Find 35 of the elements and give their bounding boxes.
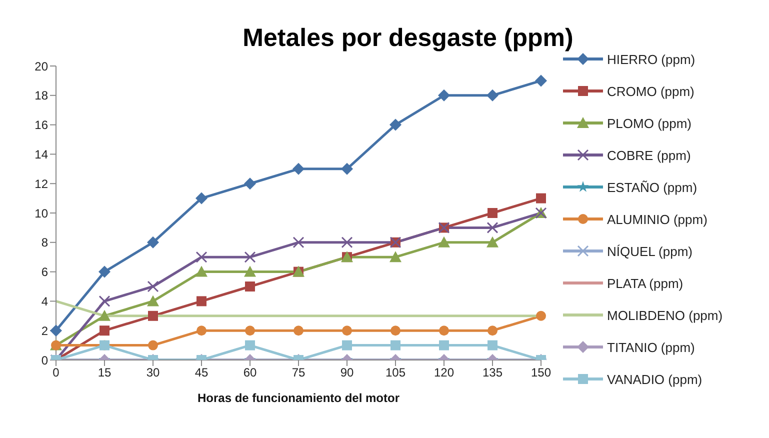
- y-tick-label: 12: [34, 176, 48, 191]
- legend-label: COBRE (ppm): [607, 148, 691, 162]
- y-tick-label: 4: [41, 294, 48, 308]
- y-tick-label: 14: [34, 147, 48, 162]
- legend-label: ESTAÑO (ppm): [607, 180, 698, 194]
- legend-label: NÍQUEL (ppm): [607, 244, 692, 258]
- y-tick-label: 10: [34, 206, 48, 220]
- y-tick-label: 18: [34, 88, 48, 103]
- legend-label: VANADIO (ppm): [607, 372, 702, 386]
- x-tick-label: 150: [530, 366, 552, 380]
- x-axis-title: Horas de funcionamiento del motor: [197, 391, 400, 405]
- y-tick-label: 20: [34, 59, 48, 74]
- legend-label: CROMO (ppm): [607, 84, 694, 98]
- x-tick-label: 120: [434, 366, 454, 380]
- y-tick-label: 0: [41, 353, 48, 368]
- y-tick-label: 6: [41, 265, 48, 280]
- x-tick-label: 15: [98, 366, 112, 380]
- legend-label: PLATA (ppm): [607, 276, 684, 290]
- chart-title: Metales por desgaste (ppm): [242, 24, 574, 53]
- x-tick-label: 90: [340, 366, 354, 380]
- legend-label: TITANIO (ppm): [607, 340, 695, 354]
- x-tick-label: 75: [292, 366, 306, 380]
- y-tick-label: 2: [41, 324, 48, 338]
- legend-label: MOLIBDENO (ppm): [607, 308, 723, 322]
- x-tick-label: 30: [146, 366, 160, 380]
- x-tick-label: 45: [194, 366, 208, 380]
- y-tick-label: 16: [34, 118, 48, 132]
- legend-label: PLOMO (ppm): [607, 116, 692, 130]
- x-tick-label: 60: [243, 366, 257, 380]
- legend-label: ALUMINIO (ppm): [607, 212, 708, 226]
- x-tick-label: 105: [385, 366, 406, 380]
- y-tick-label: 8: [41, 236, 48, 250]
- x-tick-label: 0: [52, 366, 60, 380]
- x-tick-label: 135: [482, 366, 503, 380]
- legend-label: HIERRO (ppm): [607, 52, 696, 66]
